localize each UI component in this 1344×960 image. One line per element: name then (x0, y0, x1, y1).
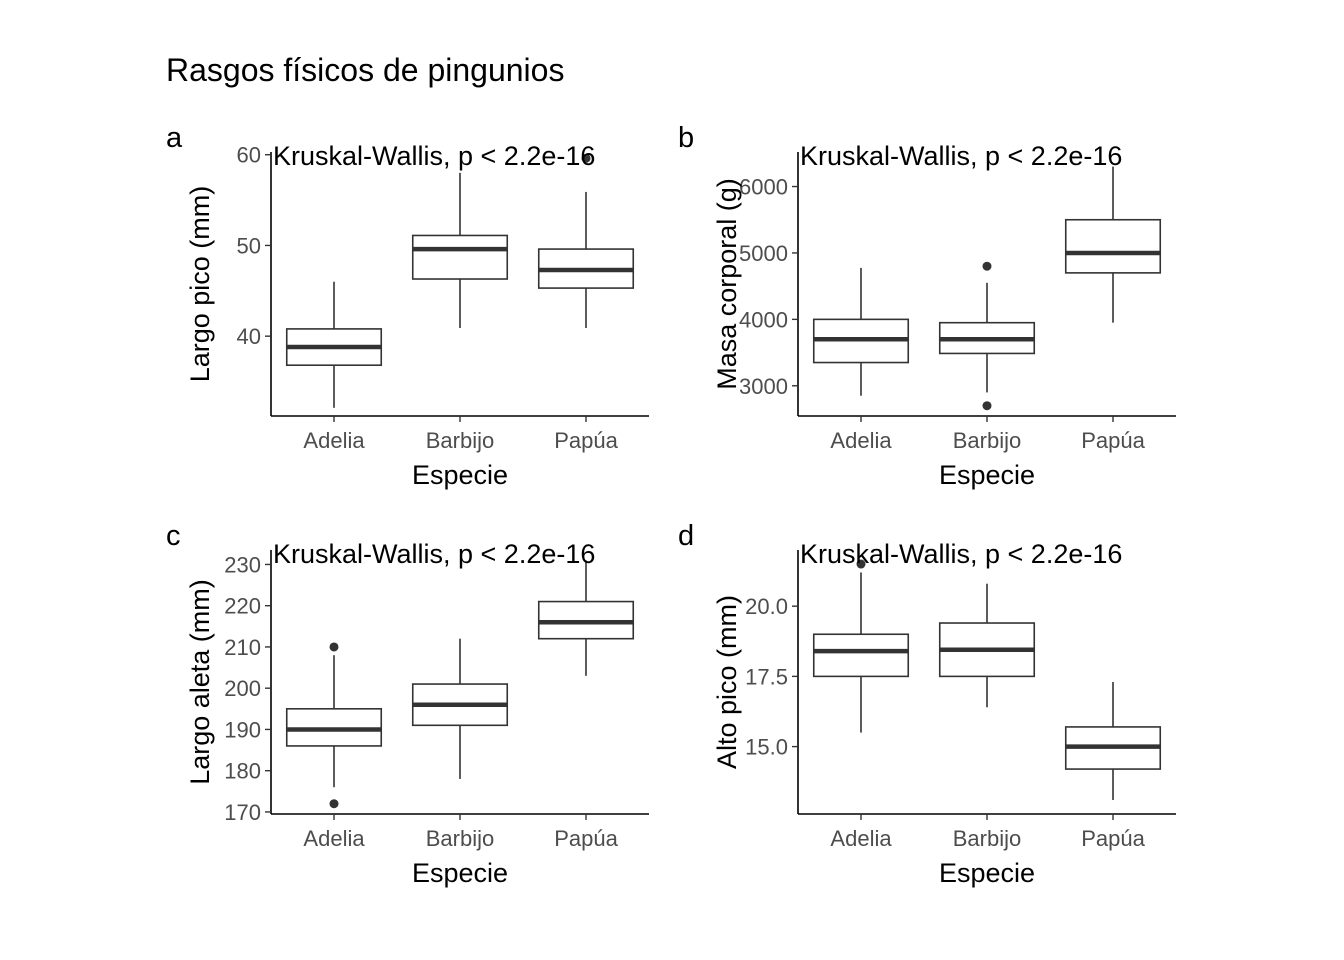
y-tick-label: 40 (237, 324, 261, 349)
panel-tag-b: b (678, 122, 695, 154)
y-tick-label: 20.0 (745, 594, 788, 619)
x-tick-label: Barbijo (426, 826, 494, 851)
y-tick-label: 170 (224, 800, 261, 825)
outlier-point (982, 261, 992, 271)
x-axis-title: Especie (412, 858, 508, 888)
box (812, 633, 910, 678)
x-axis-title: Especie (412, 460, 508, 490)
box (411, 234, 509, 280)
marks-a (285, 153, 635, 408)
panel-c: Kruskal-Wallis, p < 2.2e-16 170 180 190 200 2… (185, 539, 649, 888)
y-tick-label: 230 (224, 552, 261, 577)
x-tick-label: Barbijo (953, 428, 1021, 453)
outlier-point (581, 153, 591, 163)
y-axis-title: Alto pico (mm) (712, 595, 742, 769)
outlier-point (856, 559, 866, 569)
x-tick-label: Papúa (1081, 428, 1145, 453)
x-tick-label: Papúa (554, 428, 618, 453)
y-tick-label: 60 (237, 143, 261, 168)
outlier-point (329, 799, 339, 809)
x-tick-label: Papúa (554, 826, 618, 851)
kruskal-wallis-annotation: Kruskal-Wallis, p < 2.2e-16 (273, 141, 595, 171)
x-axis-title: Especie (939, 858, 1035, 888)
x-tick-label: Adelia (303, 826, 365, 851)
outlier-point (982, 401, 992, 411)
outlier-point (329, 642, 339, 652)
panel-tag-a: a (166, 122, 183, 154)
x-tick-label: Barbijo (426, 428, 494, 453)
box (1064, 218, 1162, 274)
panel-tag-c: c (166, 520, 181, 552)
y-tick-label: 3000 (739, 374, 788, 399)
y-tick-label: 50 (237, 233, 261, 258)
kruskal-wallis-annotation: Kruskal-Wallis, p < 2.2e-16 (800, 141, 1122, 171)
y-tick-label: 5000 (739, 241, 788, 266)
y-axis-title: Largo pico (mm) (185, 186, 215, 383)
x-tick-label: Adelia (303, 428, 365, 453)
y-tick-label: 190 (224, 717, 261, 742)
y-tick-label: 4000 (739, 307, 788, 332)
marks-c (285, 560, 635, 809)
marks-b (812, 166, 1162, 411)
y-tick-label: 220 (224, 594, 261, 619)
kruskal-wallis-annotation: Kruskal-Wallis, p < 2.2e-16 (800, 539, 1122, 569)
y-tick-label: 210 (224, 635, 261, 660)
y-tick-label: 15.0 (745, 735, 788, 760)
y-tick-label: 6000 (739, 175, 788, 200)
panel-a: Kruskal-Wallis, p < 2.2e-16 40 50 60 Adelia B… (185, 141, 649, 490)
y-tick-label: 180 (224, 759, 261, 784)
panel-tag-d: d (678, 520, 695, 552)
marks-d (812, 559, 1162, 800)
figure-title: Rasgos físicos de pingunios (166, 52, 565, 88)
panel-b: Kruskal-Wallis, p < 2.2e-16 3000 4000 5000 6… (712, 141, 1176, 490)
x-tick-label: Adelia (830, 826, 892, 851)
y-tick-label: 17.5 (745, 664, 788, 689)
y-tick-label: 200 (224, 676, 261, 701)
kruskal-wallis-annotation: Kruskal-Wallis, p < 2.2e-16 (273, 539, 595, 569)
y-axis-title: Largo aleta (mm) (185, 579, 215, 785)
panel-d: Kruskal-Wallis, p < 2.2e-1615.017.520.0A… (712, 539, 1176, 888)
x-tick-label: Adelia (830, 428, 892, 453)
x-tick-label: Barbijo (953, 826, 1021, 851)
x-tick-label: Papúa (1081, 826, 1145, 851)
y-axis-title: Masa corporal (g) (712, 178, 742, 390)
x-axis-title: Especie (939, 460, 1035, 490)
